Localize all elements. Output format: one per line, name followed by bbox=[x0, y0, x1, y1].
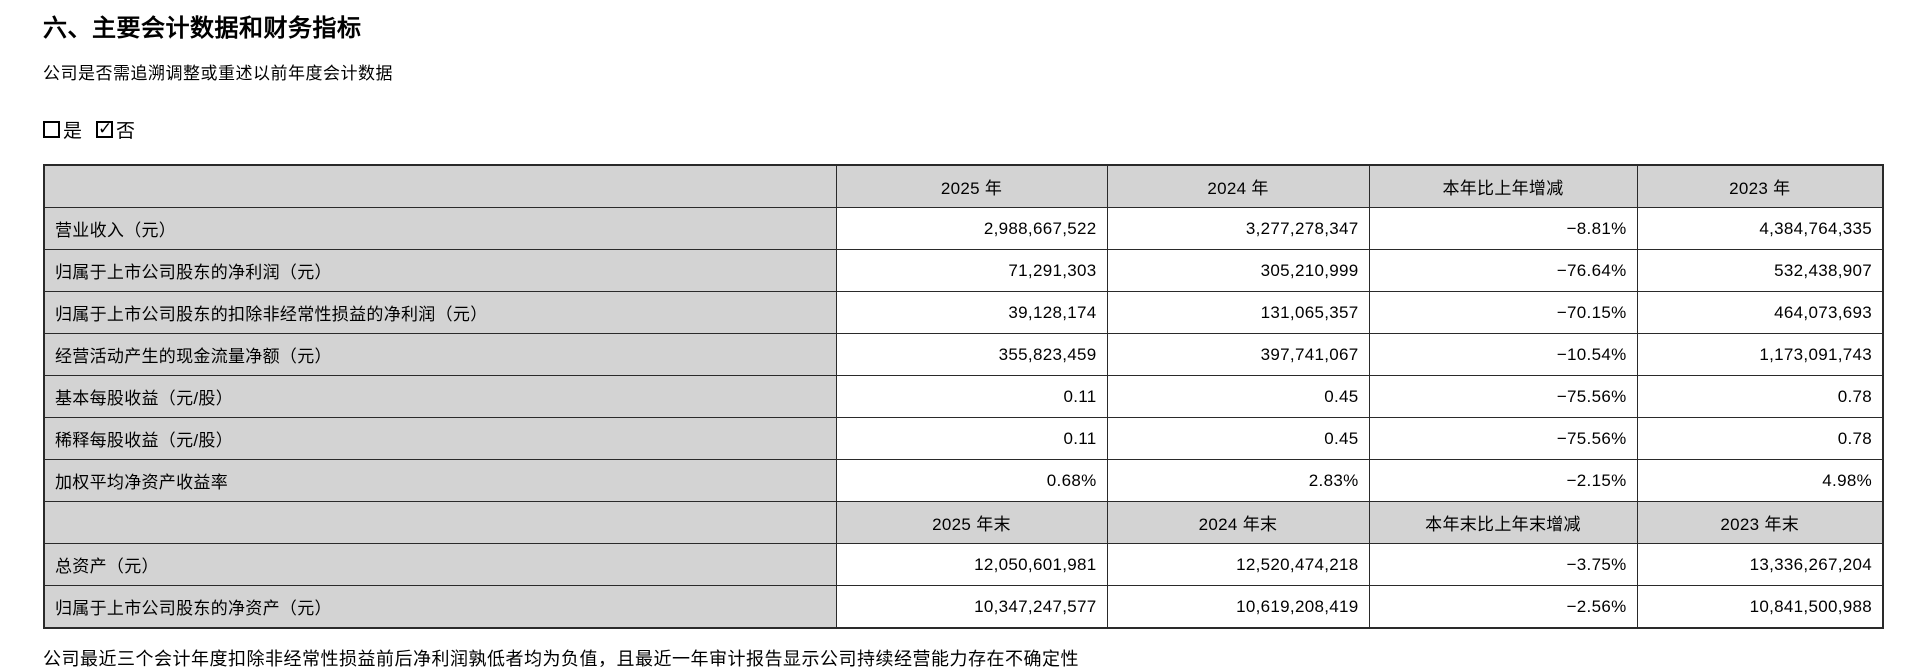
annual-header-row: 2025 年 2024 年 本年比上年增减 2023 年 bbox=[43, 164, 1884, 208]
header-end-change: 本年末比上年末增减 bbox=[1368, 501, 1638, 544]
row-label: 经营活动产生的现金流量净额（元） bbox=[43, 333, 837, 376]
cell-2025: 71,291,303 bbox=[835, 249, 1108, 292]
cell-2025: 0.11 bbox=[835, 375, 1108, 418]
row-label: 加权平均净资产收益率 bbox=[43, 459, 837, 502]
cell-2023: 0.78 bbox=[1636, 417, 1884, 460]
row-label: 稀释每股收益（元/股） bbox=[43, 417, 837, 460]
cell-2023: 10,841,500,988 bbox=[1636, 585, 1884, 629]
table-row-net-assets: 归属于上市公司股东的净资产（元） 10,347,247,577 10,619,2… bbox=[43, 585, 1884, 629]
financial-indicators-table: 2025 年 2024 年 本年比上年增减 2023 年 营业收入（元） 2,9… bbox=[43, 164, 1884, 629]
cell-2024: 397,741,067 bbox=[1106, 333, 1370, 376]
restatement-options: 是 否 bbox=[43, 116, 1882, 143]
period-end-header-row: 2025 年末 2024 年末 本年末比上年末增减 2023 年末 bbox=[43, 501, 1884, 544]
row-label: 营业收入（元） bbox=[43, 207, 837, 250]
header-2024-end: 2024 年末 bbox=[1106, 501, 1370, 544]
cell-change: −2.15% bbox=[1368, 459, 1638, 502]
table-row-operating-cash-flow: 经营活动产生的现金流量净额（元） 355,823,459 397,741,067… bbox=[43, 333, 1884, 376]
cell-2025: 0.68% bbox=[835, 459, 1108, 502]
cell-change: −10.54% bbox=[1368, 333, 1638, 376]
row-label: 归属于上市公司股东的净利润（元） bbox=[43, 249, 837, 292]
cell-2024: 0.45 bbox=[1106, 417, 1370, 460]
header-2025-end: 2025 年末 bbox=[835, 501, 1108, 544]
cell-2025: 39,128,174 bbox=[835, 291, 1108, 334]
cell-2023: 4,384,764,335 bbox=[1636, 207, 1884, 250]
header-2024: 2024 年 bbox=[1106, 164, 1370, 208]
cell-2023: 13,336,267,204 bbox=[1636, 543, 1884, 586]
option-yes-label: 是 bbox=[63, 121, 83, 142]
cell-2024: 10,619,208,419 bbox=[1106, 585, 1370, 629]
cell-2023: 0.78 bbox=[1636, 375, 1884, 418]
cell-2025: 2,988,667,522 bbox=[835, 207, 1108, 250]
cell-2024: 2.83% bbox=[1106, 459, 1370, 502]
cell-2023: 464,073,693 bbox=[1636, 291, 1884, 334]
row-label: 归属于上市公司股东的净资产（元） bbox=[43, 585, 837, 629]
cell-2023: 1,173,091,743 bbox=[1636, 333, 1884, 376]
table-row-net-profit-excl-nonrecurring: 归属于上市公司股东的扣除非经常性损益的净利润（元） 39,128,174 131… bbox=[43, 291, 1884, 334]
going-concern-footnote: 公司最近三个会计年度扣除非经常性损益前后净利润孰低者均为负值，且最近一年审计报告… bbox=[43, 649, 1079, 669]
table-row-revenue: 营业收入（元） 2,988,667,522 3,277,278,347 −8.8… bbox=[43, 207, 1884, 250]
header-yoy-change: 本年比上年增减 bbox=[1368, 164, 1638, 208]
cell-2024: 131,065,357 bbox=[1106, 291, 1370, 334]
cell-change: −70.15% bbox=[1368, 291, 1638, 334]
cell-2025: 12,050,601,981 bbox=[835, 543, 1108, 586]
cell-2024: 0.45 bbox=[1106, 375, 1370, 418]
cell-change: −3.75% bbox=[1368, 543, 1638, 586]
table-row-total-assets: 总资产（元） 12,050,601,981 12,520,474,218 −3.… bbox=[43, 543, 1884, 586]
option-yes: 是 bbox=[43, 116, 82, 143]
cell-2024: 305,210,999 bbox=[1106, 249, 1370, 292]
cell-2023: 532,438,907 bbox=[1636, 249, 1884, 292]
row-label: 归属于上市公司股东的扣除非经常性损益的净利润（元） bbox=[43, 291, 837, 334]
cell-2024: 3,277,278,347 bbox=[1106, 207, 1370, 250]
header-2023-end: 2023 年末 bbox=[1636, 501, 1884, 544]
header-2023: 2023 年 bbox=[1636, 164, 1884, 208]
header-empty-cell bbox=[43, 164, 837, 208]
cell-change: −75.56% bbox=[1368, 417, 1638, 460]
header-empty-cell bbox=[43, 501, 837, 544]
cell-change: −2.56% bbox=[1368, 585, 1638, 629]
row-label: 总资产（元） bbox=[43, 543, 837, 586]
cell-2025: 0.11 bbox=[835, 417, 1108, 460]
checkbox-no-icon bbox=[96, 119, 114, 139]
table-row-diluted-eps: 稀释每股收益（元/股） 0.11 0.45 −75.56% 0.78 bbox=[43, 417, 1884, 460]
table-row-weighted-avg-roe: 加权平均净资产收益率 0.68% 2.83% −2.15% 4.98% bbox=[43, 459, 1884, 502]
option-no: 否 bbox=[96, 116, 135, 143]
cell-2023: 4.98% bbox=[1636, 459, 1884, 502]
cell-change: −8.81% bbox=[1368, 207, 1638, 250]
cell-2025: 355,823,459 bbox=[835, 333, 1108, 376]
cell-change: −75.56% bbox=[1368, 375, 1638, 418]
table-row-basic-eps: 基本每股收益（元/股） 0.11 0.45 −75.56% 0.78 bbox=[43, 375, 1884, 418]
cell-change: −76.64% bbox=[1368, 249, 1638, 292]
row-label: 基本每股收益（元/股） bbox=[43, 375, 837, 418]
cell-2025: 10,347,247,577 bbox=[835, 585, 1108, 629]
table-row-net-profit: 归属于上市公司股东的净利润（元） 71,291,303 305,210,999 … bbox=[43, 249, 1884, 292]
header-2025: 2025 年 bbox=[835, 164, 1108, 208]
cell-2024: 12,520,474,218 bbox=[1106, 543, 1370, 586]
option-no-label: 否 bbox=[116, 121, 136, 142]
checkbox-yes-icon bbox=[43, 121, 60, 138]
section-title: 六、主要会计数据和财务指标 bbox=[43, 15, 362, 42]
restatement-question: 公司是否需追溯调整或重述以前年度会计数据 bbox=[43, 64, 393, 83]
